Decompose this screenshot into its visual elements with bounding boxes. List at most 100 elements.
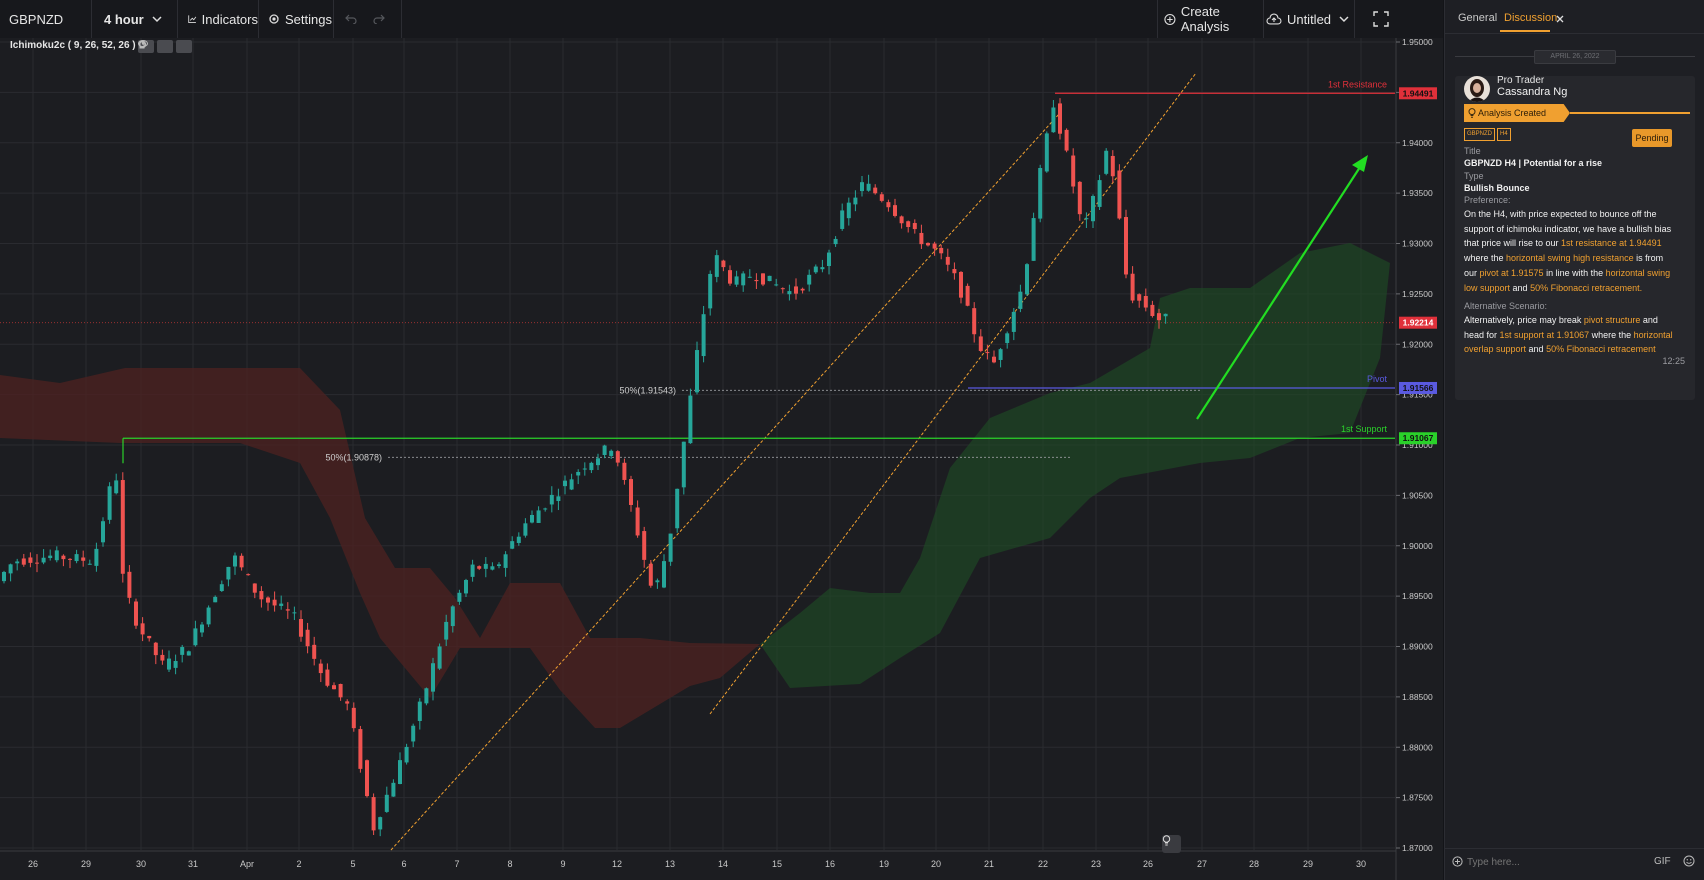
candle-bullish — [1163, 313, 1168, 317]
candle-bullish — [404, 746, 409, 763]
fullscreen-button[interactable] — [1355, 0, 1412, 38]
candle-bearish — [239, 555, 244, 568]
candle-bearish — [642, 531, 647, 560]
tab-general[interactable]: General — [1458, 12, 1498, 24]
candle-bearish — [28, 557, 33, 563]
candle-bearish — [873, 187, 878, 194]
price-axis-label: 1.95000 — [1402, 38, 1433, 47]
candle-bearish — [1137, 294, 1142, 301]
candle-bullish — [233, 555, 237, 567]
candle-bullish — [827, 252, 831, 267]
trend-channel-upper — [709, 72, 1197, 715]
candle-bearish — [477, 566, 482, 569]
price-level-axis-value: 1.94491 — [1403, 88, 1434, 98]
date-chip: APRIL 26, 2022 — [1534, 50, 1616, 64]
gear-icon[interactable] — [138, 40, 173, 53]
indicators-button[interactable]: Indicators — [178, 0, 259, 38]
candle-bullish — [503, 554, 508, 568]
candle-bearish — [952, 269, 957, 274]
undo-icon[interactable] — [345, 14, 357, 24]
candle-bullish — [2, 571, 6, 582]
close-icon[interactable] — [1556, 15, 1564, 23]
candle-bearish — [127, 571, 132, 598]
price-level-axis-badge — [1399, 432, 1437, 445]
candle-bullish — [602, 445, 607, 456]
candle-bearish — [325, 669, 330, 686]
candle-bearish — [622, 462, 627, 480]
price-level-axis-value: 1.91566 — [1403, 383, 1434, 393]
emoji-icon[interactable] — [1683, 855, 1695, 867]
alternative-highlight: 1st support at 1.91067 — [1499, 329, 1590, 340]
create-analysis-button[interactable]: Create Analysis — [1157, 0, 1264, 38]
candle-bearish — [312, 644, 317, 659]
candle-bullish — [424, 688, 429, 704]
candle-bullish — [510, 541, 515, 549]
candle-bearish — [153, 642, 158, 656]
candle-bearish — [721, 260, 726, 268]
candle-bullish — [688, 395, 693, 444]
candle-bullish — [582, 468, 587, 470]
candle-bearish — [932, 243, 937, 249]
candle-bearish — [959, 271, 963, 298]
interval-selector[interactable]: 4 hour — [92, 0, 178, 38]
time-axis-label: 20 — [931, 859, 941, 869]
time-axis-label: 13 — [665, 859, 675, 869]
settings-button[interactable]: Settings — [259, 0, 334, 38]
symbol-selector[interactable]: GBPNZD — [0, 0, 92, 38]
plus-circle-icon[interactable] — [1452, 856, 1463, 867]
candle-bearish — [965, 285, 970, 306]
candle-bearish — [886, 202, 891, 208]
redo-icon[interactable] — [373, 14, 385, 24]
time-axis-label: 15 — [772, 859, 782, 869]
candle-bullish — [1091, 195, 1095, 222]
candle-bullish — [450, 606, 455, 627]
layout-selector[interactable]: Untitled — [1264, 0, 1355, 38]
message-input[interactable] — [1465, 853, 1619, 871]
time-axis-label: 29 — [1303, 859, 1313, 869]
layout-name: Untitled — [1286, 11, 1332, 27]
candle-bullish — [1084, 218, 1089, 220]
price-axis-label: 1.88000 — [1402, 742, 1433, 752]
cloud-upload-icon — [1266, 13, 1282, 25]
analysis-card: Pro Trader Cassandra Ng Analysis Created… — [1455, 75, 1695, 400]
chart-canvas[interactable]: 50%(1.91543) 50%(1.90878) 1st Resistance 1.… — [0, 38, 1443, 880]
type-label: Type — [1464, 171, 1484, 181]
indicator-legend-label: Ichimoku2c ( 9, 26, 52, 26 ) — [10, 40, 136, 51]
idea-button[interactable] — [1162, 835, 1181, 853]
candle-bullish — [998, 349, 1003, 360]
candle-bullish — [767, 275, 772, 282]
author-name[interactable]: Cassandra Ng — [1497, 86, 1568, 98]
alternative-text-part: Alternatively, price may break — [1464, 315, 1584, 325]
alternative-highlight: horizontal overlap support — [1464, 329, 1673, 355]
candle-bearish — [351, 707, 356, 729]
current-price-value: 1.92214 — [1403, 318, 1434, 328]
candle-bullish — [708, 273, 713, 309]
tab-discussion[interactable]: Discussion — [1504, 12, 1558, 24]
candle-bullish — [444, 621, 449, 640]
candle-bullish — [1011, 311, 1016, 332]
candle-bullish — [860, 182, 864, 192]
candle-bearish — [985, 352, 990, 354]
price-chart[interactable]: 50%(1.91543) 50%(1.90878) 1st Resistance 1.… — [0, 38, 1443, 880]
candle-bullish — [714, 255, 719, 277]
time-axis-label: 8 — [507, 859, 512, 869]
candle-bullish — [457, 592, 462, 602]
alternative-text-part: and — [1526, 344, 1547, 355]
preference-text-part: and — [1510, 282, 1531, 293]
price-axis-label: 1.88500 — [1402, 692, 1433, 702]
preference-label: Preference: — [1464, 195, 1511, 205]
candle-bearish — [345, 701, 350, 704]
price-level-axis-badge — [1399, 381, 1437, 394]
symbol-label: GBPNZD — [9, 11, 64, 27]
gif-button[interactable]: GIF — [1654, 856, 1671, 867]
trash-icon[interactable] — [139, 40, 192, 53]
title-label: Title — [1464, 146, 1481, 156]
candle-bullish — [1038, 167, 1043, 219]
indicator-controls — [138, 40, 192, 53]
candle-bullish — [193, 628, 198, 646]
candle-bearish — [972, 308, 977, 335]
time-axis-label: 22 — [1038, 859, 1048, 869]
candle-bearish — [81, 557, 86, 561]
chart-toolbar: GBPNZD 4 hour Indicators Settings Create… — [0, 0, 1443, 39]
